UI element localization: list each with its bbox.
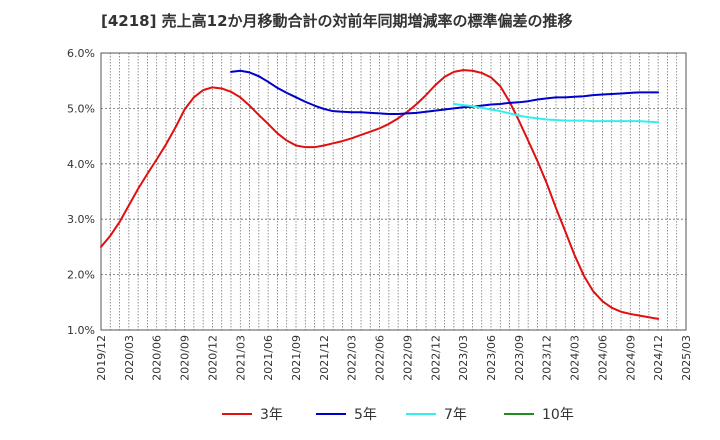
axes-layer: 1.0% 2.0% 3.0% 4.0% 5.0% 6.0% 2019/12 2020/03 20… xyxy=(67,47,693,381)
y-tick-label: 5.0% xyxy=(67,102,95,115)
legend-label-7年: 7年 xyxy=(444,407,467,423)
series-layer xyxy=(100,69,660,320)
x-tick-label: 2024/03 xyxy=(569,335,582,381)
x-tick-label: 2020/09 xyxy=(179,335,192,381)
x-tick-label: 2022/06 xyxy=(374,335,387,381)
x-tick-label: 2021/06 xyxy=(262,335,275,381)
x-tick-label: 2023/06 xyxy=(485,335,498,381)
chart-title: [4218] 売上高12か月移動合計の対前年同期増減率の標準偏差の推移 xyxy=(101,12,573,30)
x-tick-label: 2022/12 xyxy=(429,335,442,381)
legend-label-10年: 10年 xyxy=(542,407,574,423)
x-tick-label: 2023/12 xyxy=(541,335,554,381)
x-tick-label: 2020/12 xyxy=(206,335,219,381)
x-tick-label: 2025/03 xyxy=(680,335,693,381)
y-tick-label: 4.0% xyxy=(67,158,95,171)
legend: 3年 5年 7年 10年 xyxy=(222,407,574,423)
grid-layer xyxy=(101,53,686,330)
y-tick-label: 6.0% xyxy=(67,47,95,60)
x-tick-label: 2024/06 xyxy=(596,335,609,381)
y-tick-label: 3.0% xyxy=(67,213,95,226)
plot-frame xyxy=(100,52,687,331)
series-line-5年 xyxy=(230,69,660,115)
x-tick-label: 2024/09 xyxy=(624,335,637,381)
series-line-7年 xyxy=(452,102,660,124)
x-tick-label: 2023/09 xyxy=(513,335,526,381)
x-tick-label: 2024/12 xyxy=(652,335,665,381)
x-tick-label: 2023/03 xyxy=(457,335,470,381)
x-tick-label: 2020/03 xyxy=(123,335,136,381)
x-tick-label: 2022/09 xyxy=(401,335,414,381)
x-tick-label: 2020/06 xyxy=(151,335,164,381)
x-tick-label: 2022/03 xyxy=(346,335,359,381)
y-tick-label: 2.0% xyxy=(67,269,95,282)
y-tick-label: 1.0% xyxy=(67,324,95,337)
x-tick-label: 2021/03 xyxy=(234,335,247,381)
x-tick-label: 2021/09 xyxy=(290,335,303,381)
legend-label-5年: 5年 xyxy=(354,407,377,423)
legend-label-3年: 3年 xyxy=(260,407,283,423)
series-line-3年 xyxy=(100,69,660,320)
x-tick-label: 2019/12 xyxy=(95,335,108,381)
x-tick-label: 2021/12 xyxy=(318,335,331,381)
